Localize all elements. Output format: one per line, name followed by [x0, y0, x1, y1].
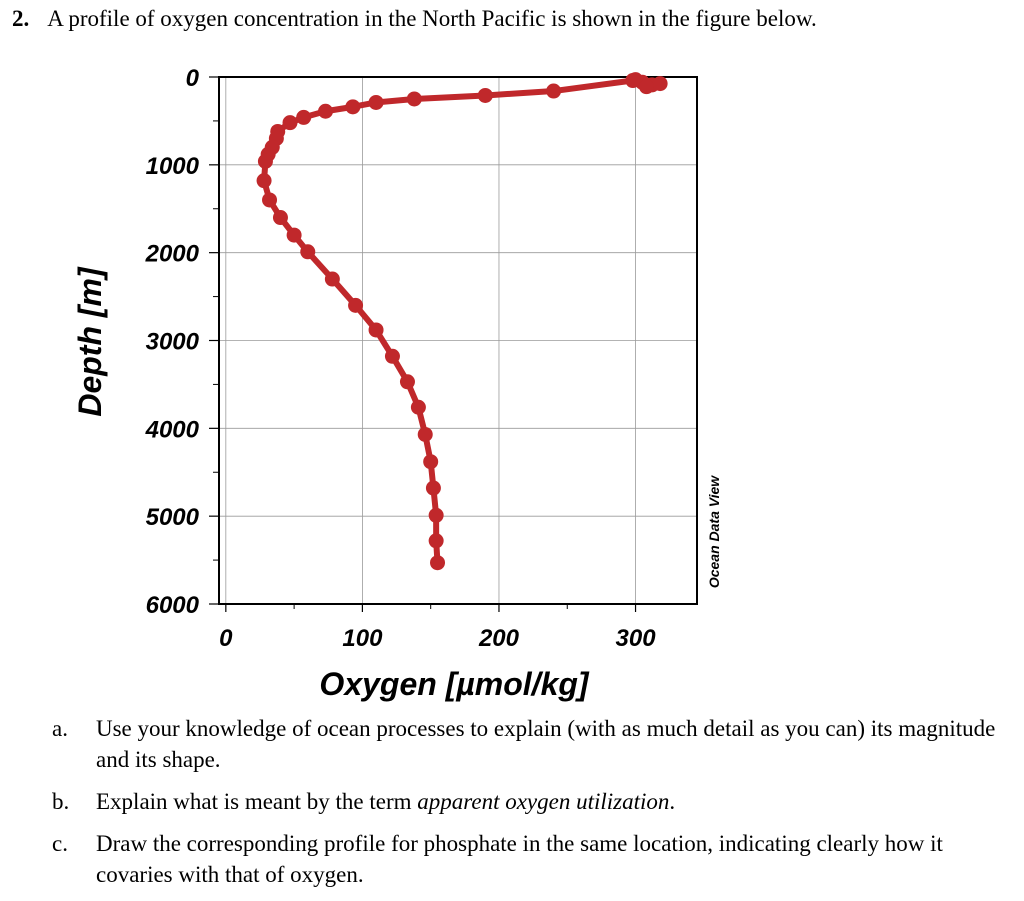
question-number: 2. [12, 6, 30, 31]
y-tick-label-6: 6000 [146, 592, 200, 619]
data-point-5 [625, 73, 641, 89]
data-point-25 [348, 297, 364, 313]
y-tick-label-1: 1000 [146, 153, 200, 180]
oxygen-profile-line [261, 76, 664, 566]
y-tick-label-3: 3000 [146, 329, 200, 356]
part-b-text: Explain what is meant by the term appare… [96, 786, 1012, 817]
part-b-letter: b. [52, 789, 70, 814]
x-tick-label-0: 0 [219, 625, 233, 652]
x-tick-label-1: 100 [342, 625, 383, 652]
oxygen-profile-chart: 0 100 200 300 0 1000 2000 3000 4000 5000 6000 Oxyge… [0, 55, 1024, 715]
data-point-11 [318, 103, 334, 119]
question-heading: 2. A profile of oxygen concentration in t… [12, 6, 817, 32]
x-tick-label-3: 300 [616, 625, 657, 652]
part-c: c. Draw the corresponding profile for ph… [52, 828, 1012, 890]
ocean-data-view-watermark: Ocean Data View [706, 475, 722, 588]
data-point-28 [399, 374, 415, 390]
y-axis-label: Depth [m] [72, 266, 108, 417]
data-point-6 [546, 83, 562, 99]
part-a-text: Use your knowledge of ocean processes to… [96, 716, 996, 772]
data-point-21 [272, 210, 288, 226]
y-tick-label-4: 4000 [145, 416, 200, 443]
chart-svg: 0 100 200 3000100020003000400050006000Oxyge… [72, 65, 722, 702]
question-text: A profile of oxygen concentration in the… [47, 6, 817, 31]
x-tick-label-2: 200 [478, 625, 520, 652]
data-point-35 [430, 555, 446, 571]
plot-frame [218, 76, 698, 605]
data-point-26 [368, 322, 384, 338]
data-point-20 [262, 192, 278, 208]
data-point-8 [406, 91, 422, 107]
part-b-text-before: Explain what is meant by the term [96, 789, 418, 814]
data-point-7 [477, 87, 493, 103]
part-b-italic-term: apparent oxygen utilization [417, 789, 670, 814]
data-point-24 [324, 271, 340, 287]
data-point-27 [384, 348, 400, 364]
data-point-23 [300, 244, 316, 260]
part-a: a. Use your knowledge of ocean processes… [52, 713, 1012, 775]
data-point-3 [652, 76, 668, 92]
question-parts: a. Use your knowledge of ocean processes… [52, 713, 1012, 901]
part-a-letter: a. [52, 716, 68, 741]
y-tick-label-0: 0 [186, 65, 200, 92]
data-point-34 [428, 533, 444, 549]
data-point-33 [428, 507, 444, 523]
data-point-9 [368, 94, 384, 110]
y-tick-label-5: 5000 [146, 504, 200, 531]
data-point-18 [257, 153, 273, 169]
data-point-22 [286, 227, 302, 243]
part-b: b. Explain what is meant by the term app… [52, 786, 1012, 817]
data-point-31 [423, 454, 439, 470]
data-point-12 [296, 109, 312, 125]
data-point-10 [345, 99, 361, 115]
data-point-4 [638, 79, 654, 95]
data-point-32 [425, 480, 441, 496]
part-c-text: Draw the corresponding profile for phosp… [96, 831, 943, 887]
data-point-30 [417, 426, 433, 442]
y-tick-label-2: 2000 [145, 241, 200, 268]
data-point-13 [282, 115, 298, 131]
part-b-text-after: . [669, 789, 676, 814]
x-axis-label: Oxygen [µmol/kg] [319, 666, 589, 702]
data-point-19 [256, 173, 272, 189]
data-point-29 [410, 399, 426, 415]
part-c-letter: c. [52, 831, 68, 856]
